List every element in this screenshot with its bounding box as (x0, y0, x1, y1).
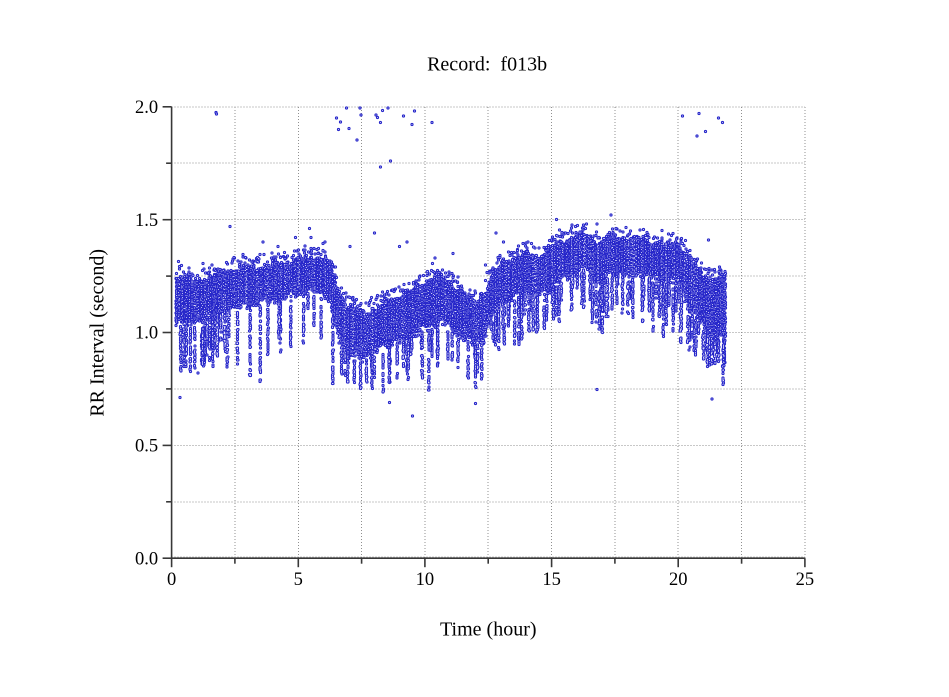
svg-text:RR Interval (second): RR Interval (second) (87, 249, 109, 417)
svg-text:20: 20 (669, 570, 688, 590)
svg-text:0.5: 0.5 (135, 437, 158, 457)
svg-text:25: 25 (796, 570, 815, 590)
svg-text:2.0: 2.0 (135, 98, 158, 118)
svg-text:1.0: 1.0 (135, 324, 158, 344)
svg-text:10: 10 (416, 570, 435, 590)
svg-text:15: 15 (542, 570, 561, 590)
svg-text:5: 5 (294, 570, 303, 590)
svg-text:0.0: 0.0 (135, 549, 158, 569)
svg-text:Record: f013b: Record: f013b (427, 53, 547, 75)
svg-text:1.5: 1.5 (135, 211, 158, 231)
svg-text:Time (hour): Time (hour) (440, 619, 536, 641)
svg-text:0: 0 (167, 570, 176, 590)
